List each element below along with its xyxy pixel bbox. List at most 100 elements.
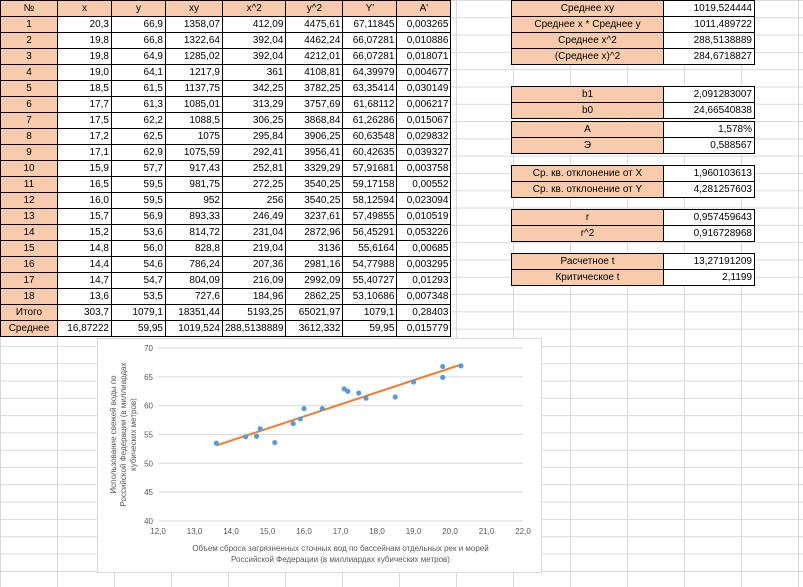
table-cell[interactable]: 15,2 bbox=[57, 224, 112, 241]
row-label-cell[interactable]: 16 bbox=[0, 256, 58, 273]
table-cell[interactable]: 3136 bbox=[285, 240, 344, 257]
table-cell[interactable]: 2862,25 bbox=[285, 288, 344, 305]
table-cell[interactable]: 1358,07 bbox=[165, 16, 223, 33]
header-cell[interactable]: y bbox=[111, 0, 166, 17]
header-cell[interactable]: Y' bbox=[342, 0, 398, 17]
stat-label[interactable]: Ср. кв. отклонение от X bbox=[511, 165, 664, 182]
row-label-cell[interactable]: 2 bbox=[0, 32, 58, 49]
table-cell[interactable]: 59,5 bbox=[111, 192, 166, 209]
table-cell[interactable]: 256 bbox=[221, 192, 287, 209]
stat-value[interactable]: 1011,489722 bbox=[663, 16, 755, 33]
table-cell[interactable]: 0,010886 bbox=[396, 32, 452, 49]
table-cell[interactable]: 54,7 bbox=[111, 272, 166, 289]
table-cell[interactable]: 1075 bbox=[165, 128, 223, 145]
table-cell[interactable]: 64,39979 bbox=[342, 64, 398, 81]
table-cell[interactable]: 0,007348 bbox=[396, 288, 452, 305]
header-cell[interactable]: № bbox=[0, 0, 58, 17]
table-cell[interactable]: 3868,84 bbox=[285, 112, 344, 129]
table-cell[interactable]: 0,00552 bbox=[396, 176, 452, 193]
table-cell[interactable]: 60,42635 bbox=[342, 144, 398, 161]
row-label-cell[interactable]: 6 bbox=[0, 96, 58, 113]
table-cell[interactable]: 64,9 bbox=[111, 48, 166, 65]
table-cell[interactable]: 3906,25 bbox=[285, 128, 344, 145]
stat-label[interactable]: Расчетное t bbox=[511, 253, 664, 270]
stat-value[interactable]: 284,6718827 bbox=[663, 48, 755, 65]
row-label-cell[interactable]: 1 bbox=[0, 16, 58, 33]
table-cell[interactable]: 4462,24 bbox=[285, 32, 344, 49]
stat-value[interactable]: 2,1199 bbox=[663, 269, 755, 286]
stat-value[interactable]: 0,957459643 bbox=[663, 209, 755, 226]
scatter-chart[interactable]: 40 45 50 55 60 65 70 12,0 13,0 14,0 15,0 16,0 17,0 18… bbox=[97, 338, 542, 573]
table-cell[interactable]: 303,7 bbox=[57, 304, 112, 321]
table-cell[interactable]: 55,6164 bbox=[342, 240, 398, 257]
table-cell[interactable]: 17,5 bbox=[57, 112, 112, 129]
row-label-cell[interactable]: 10 bbox=[0, 160, 58, 177]
table-cell[interactable]: 361 bbox=[221, 64, 287, 81]
table-cell[interactable]: 0,01293 bbox=[396, 272, 452, 289]
table-cell[interactable]: 60,63548 bbox=[342, 128, 398, 145]
stat-label[interactable]: r bbox=[511, 209, 664, 226]
table-cell[interactable]: 59,17158 bbox=[342, 176, 398, 193]
table-cell[interactable]: 66,8 bbox=[111, 32, 166, 49]
table-cell[interactable]: 19,8 bbox=[57, 32, 112, 49]
table-cell[interactable]: 786,24 bbox=[165, 256, 223, 273]
stat-label[interactable]: r^2 bbox=[511, 225, 664, 242]
row-label-cell[interactable]: 7 bbox=[0, 112, 58, 129]
table-cell[interactable]: 16,87222 bbox=[57, 320, 112, 337]
table-cell[interactable]: 1085,01 bbox=[165, 96, 223, 113]
table-cell[interactable]: 1322,64 bbox=[165, 32, 223, 49]
table-cell[interactable]: 2872,96 bbox=[285, 224, 344, 241]
table-cell[interactable]: 19,8 bbox=[57, 48, 112, 65]
table-cell[interactable]: 231,04 bbox=[221, 224, 287, 241]
row-label-cell[interactable]: Итого bbox=[0, 304, 58, 321]
table-cell[interactable]: 66,9 bbox=[111, 16, 166, 33]
table-cell[interactable]: 14,4 bbox=[57, 256, 112, 273]
table-cell[interactable]: 5193,25 bbox=[221, 304, 287, 321]
table-cell[interactable]: 55,40727 bbox=[342, 272, 398, 289]
stat-label[interactable]: b1 bbox=[511, 86, 664, 103]
table-cell[interactable]: 0,018071 bbox=[396, 48, 452, 65]
table-cell[interactable]: 54,6 bbox=[111, 256, 166, 273]
table-cell[interactable]: 0,010519 bbox=[396, 208, 452, 225]
row-label-cell[interactable]: 18 bbox=[0, 288, 58, 305]
stat-label[interactable]: Среднее x^2 bbox=[511, 32, 664, 49]
stat-value[interactable]: 13,27191209 bbox=[663, 253, 755, 270]
table-cell[interactable]: 727,6 bbox=[165, 288, 223, 305]
table-cell[interactable]: 0,053226 bbox=[396, 224, 452, 241]
stat-label[interactable]: (Среднее x)^2 bbox=[511, 48, 664, 65]
table-cell[interactable]: 54,77988 bbox=[342, 256, 398, 273]
table-cell[interactable]: 16,0 bbox=[57, 192, 112, 209]
stat-label[interactable]: Ср. кв. отклонение от Y bbox=[511, 181, 664, 198]
table-cell[interactable]: 272,25 bbox=[221, 176, 287, 193]
stat-value[interactable]: 1,960103613 bbox=[663, 165, 755, 182]
row-label-cell[interactable]: 14 bbox=[0, 224, 58, 241]
row-label-cell[interactable]: 13 bbox=[0, 208, 58, 225]
table-cell[interactable]: 15,7 bbox=[57, 208, 112, 225]
table-cell[interactable]: 828,8 bbox=[165, 240, 223, 257]
row-label-cell[interactable]: 12 bbox=[0, 192, 58, 209]
table-cell[interactable]: 3956,41 bbox=[285, 144, 344, 161]
stat-value[interactable]: 1019,524444 bbox=[663, 0, 755, 17]
table-cell[interactable]: 1285,02 bbox=[165, 48, 223, 65]
row-label-cell[interactable]: 15 bbox=[0, 240, 58, 257]
stat-value[interactable]: 4,281257603 bbox=[663, 181, 755, 198]
table-cell[interactable]: 57,7 bbox=[111, 160, 166, 177]
table-cell[interactable]: 66,07281 bbox=[342, 32, 398, 49]
table-cell[interactable]: 412,09 bbox=[221, 16, 287, 33]
table-cell[interactable]: 66,07281 bbox=[342, 48, 398, 65]
table-cell[interactable]: 59,95 bbox=[111, 320, 166, 337]
table-cell[interactable]: 1217,9 bbox=[165, 64, 223, 81]
table-cell[interactable]: 1079,1 bbox=[111, 304, 166, 321]
row-label-cell[interactable]: 17 bbox=[0, 272, 58, 289]
table-cell[interactable]: 13,6 bbox=[57, 288, 112, 305]
table-cell[interactable]: 64,1 bbox=[111, 64, 166, 81]
table-cell[interactable]: 3782,25 bbox=[285, 80, 344, 97]
table-cell[interactable]: 252,81 bbox=[221, 160, 287, 177]
table-cell[interactable]: 19,0 bbox=[57, 64, 112, 81]
row-label-cell[interactable]: 5 bbox=[0, 80, 58, 97]
table-cell[interactable]: 207,36 bbox=[221, 256, 287, 273]
table-cell[interactable]: 14,8 bbox=[57, 240, 112, 257]
table-cell[interactable]: 59,5 bbox=[111, 176, 166, 193]
table-cell[interactable]: 981,75 bbox=[165, 176, 223, 193]
table-cell[interactable]: 0,006217 bbox=[396, 96, 452, 113]
